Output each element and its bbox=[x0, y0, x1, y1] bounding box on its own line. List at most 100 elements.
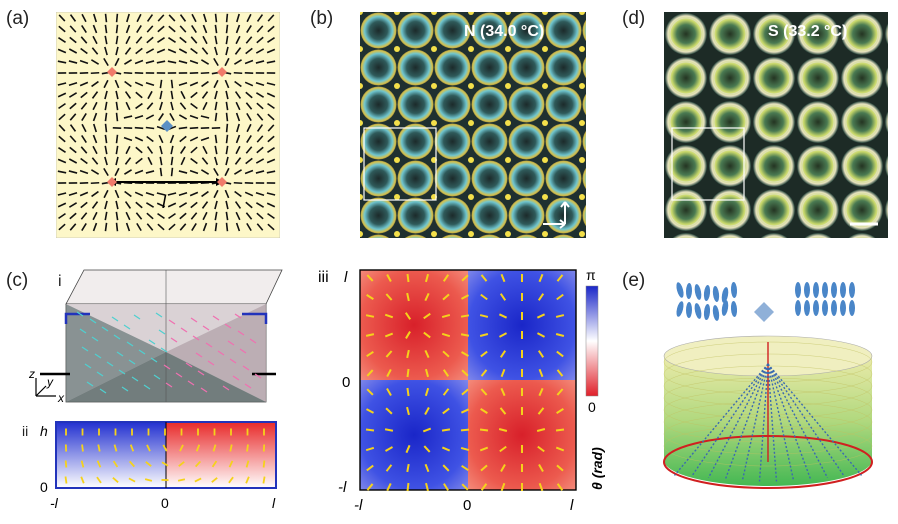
director-rod bbox=[224, 189, 230, 199]
director-rod bbox=[189, 169, 199, 175]
iii-rod bbox=[460, 446, 470, 452]
director-rod bbox=[124, 169, 132, 175]
director-dash bbox=[195, 352, 203, 358]
director-rod bbox=[92, 123, 98, 133]
director-rod bbox=[266, 192, 276, 196]
director-rod bbox=[104, 112, 108, 122]
director-dash bbox=[227, 340, 235, 346]
iii-rod bbox=[441, 428, 451, 432]
transition-arrow bbox=[754, 302, 774, 322]
director-rod bbox=[170, 156, 174, 166]
director-rod bbox=[267, 147, 275, 153]
molecule bbox=[712, 286, 720, 302]
director-rod bbox=[190, 91, 198, 99]
director-rod bbox=[256, 25, 264, 33]
director-rod bbox=[168, 212, 176, 220]
director-rod bbox=[256, 135, 264, 143]
molecule bbox=[813, 300, 819, 316]
director-rod bbox=[115, 134, 119, 144]
director-rod bbox=[167, 60, 177, 64]
iii-rod bbox=[384, 313, 394, 319]
director-rod bbox=[266, 158, 276, 164]
director-rod bbox=[125, 145, 131, 155]
director-rod bbox=[69, 124, 77, 132]
director-rod bbox=[214, 35, 218, 45]
director-rod bbox=[224, 57, 230, 67]
iii-rod bbox=[556, 388, 564, 396]
director-dash bbox=[113, 334, 121, 340]
ii-rod bbox=[96, 476, 102, 484]
caption-b: N (34.0 °C) bbox=[464, 23, 544, 40]
director-dash bbox=[249, 338, 257, 344]
director-rod bbox=[267, 135, 275, 143]
director-rod bbox=[214, 211, 218, 221]
director-rod bbox=[145, 81, 155, 87]
cb-title: θ (rad) bbox=[589, 447, 605, 490]
director-rod bbox=[201, 190, 209, 198]
iii-rod bbox=[406, 273, 410, 283]
director-rod bbox=[135, 47, 143, 55]
director-rod bbox=[189, 59, 199, 65]
director-rod bbox=[266, 202, 276, 208]
unit-cell-box bbox=[363, 127, 437, 201]
iii-rod bbox=[499, 445, 507, 453]
director-rod bbox=[69, 135, 77, 143]
director-rod bbox=[234, 169, 242, 175]
iii-rod bbox=[536, 332, 546, 338]
director-rod bbox=[189, 191, 199, 197]
molecule bbox=[721, 300, 729, 316]
director-rod bbox=[58, 135, 66, 143]
ii-rod bbox=[113, 444, 118, 452]
director-rod bbox=[255, 48, 265, 54]
director-rod bbox=[167, 48, 177, 54]
iii-rod bbox=[365, 333, 375, 337]
director-dash bbox=[222, 385, 230, 391]
panel-label-e: (e) bbox=[622, 270, 646, 291]
director-dash bbox=[205, 342, 213, 348]
director-rod bbox=[79, 59, 89, 65]
director-rod bbox=[246, 123, 252, 133]
director-rod bbox=[246, 135, 252, 143]
ii-rod bbox=[64, 460, 68, 468]
director-rod bbox=[81, 25, 87, 33]
director-rod bbox=[191, 25, 197, 33]
director-dash bbox=[168, 319, 176, 325]
director-rod bbox=[157, 37, 165, 43]
director-rod bbox=[225, 156, 229, 166]
director-rod bbox=[69, 102, 77, 110]
director-rod bbox=[104, 24, 108, 34]
director-rod bbox=[200, 115, 210, 119]
director-dash bbox=[232, 375, 240, 381]
ii-rod bbox=[96, 460, 102, 468]
director-dash bbox=[163, 364, 171, 370]
director-rod bbox=[255, 202, 265, 208]
director-rod bbox=[156, 60, 166, 64]
director-rod bbox=[234, 91, 242, 99]
ii-rod bbox=[211, 460, 218, 468]
iii-rod bbox=[385, 464, 393, 472]
iii-rod bbox=[460, 428, 470, 432]
director-rod bbox=[235, 222, 241, 232]
director-rod bbox=[244, 59, 254, 65]
ii-rod bbox=[194, 460, 202, 468]
director-rod bbox=[214, 200, 218, 210]
director-rod bbox=[69, 212, 77, 220]
director-rod bbox=[191, 223, 197, 231]
iii-rod bbox=[498, 313, 508, 319]
defect-plus-1 bbox=[107, 67, 117, 77]
unit-cell-box-d bbox=[671, 127, 745, 201]
director-rod bbox=[90, 169, 100, 175]
director-rod bbox=[91, 157, 99, 165]
iii-rod bbox=[442, 388, 450, 396]
director-dash bbox=[116, 351, 124, 357]
director-rod bbox=[200, 136, 210, 142]
director-rod bbox=[115, 46, 119, 56]
director-rod bbox=[81, 113, 87, 121]
iii-rod bbox=[385, 350, 393, 358]
director-rod bbox=[213, 79, 219, 89]
director-rod bbox=[91, 201, 99, 209]
director-rod bbox=[79, 81, 89, 87]
director-rod bbox=[156, 202, 166, 208]
director-rod bbox=[213, 167, 219, 177]
director-rod bbox=[57, 60, 67, 64]
